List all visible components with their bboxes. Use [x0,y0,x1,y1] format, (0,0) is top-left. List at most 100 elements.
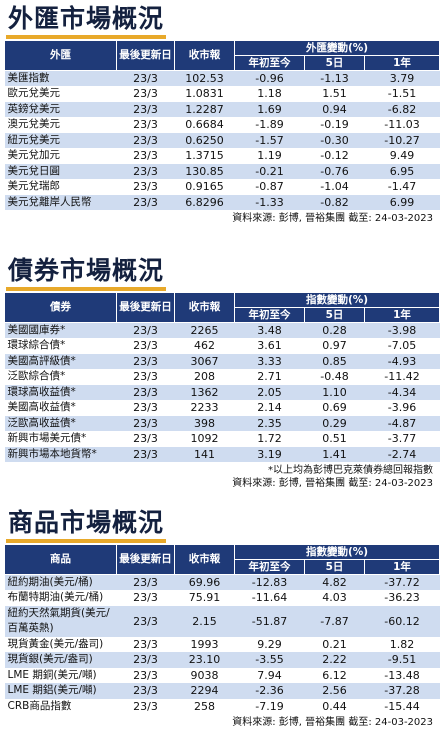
row-ytd: 1.18 [257,87,282,101]
row-ytd: -0.96 [234,70,305,86]
row-5d: 6.12 [322,668,347,682]
row-date: 23/3 [116,683,175,699]
row-price: 3067 [174,353,235,369]
row-5d: 0.51 [322,432,347,446]
row-5d: -0.12 [320,149,349,163]
bond-header-5d: 5日 [304,307,365,323]
table-row: 美國高評級債* 23/3 3067 3.33 0.85 -4.93 [4,353,440,369]
row-date: 23/3 [133,591,158,605]
row-5d: 4.03 [322,591,347,605]
row-1y: 6.95 [364,163,440,179]
row-ytd: -1.33 [234,194,305,210]
row-price: 6.8296 [174,194,235,210]
row-name: 現貨黃金(美元/盎司) [7,637,104,650]
table-row: 新興市場美元債* 23/3 1092 1.72 0.51 -3.77 [5,431,440,447]
row-1y: -1.47 [387,180,417,194]
row-price: 1.0831 [185,87,224,101]
row-5d: 0.69 [322,401,347,415]
row-date: 23/3 [116,163,175,179]
table-row: 美元兌加元 23/3 1.3715 1.19 -0.12 9.49 [5,148,440,164]
table-row: 紐元兌美元 23/3 0.6250 -1.57 -0.30 -10.27 [4,132,440,148]
row-ytd: 9.29 [257,637,282,651]
row-date: 23/3 [116,384,175,400]
row-1y: -4.87 [364,415,440,431]
row-price: 0.9165 [185,180,224,194]
table-row: 美元兌離岸人民幣 23/3 6.8296 -1.33 -0.82 6.99 [4,194,440,210]
row-1y: -2.74 [364,446,440,462]
row-5d: 1.51 [322,87,347,101]
bond-note: *以上均為彭博巴克萊債券總回報指數 [268,465,433,476]
row-5d: 2.22 [304,652,365,668]
row-name: LME 期銅(美元/噸) [7,668,97,681]
fx-header-5d: 5日 [304,55,365,71]
row-name: 現貨銀(美元/盎司) [4,652,117,668]
commodity-header-price: 收市報 [174,544,235,575]
row-ytd: 1.72 [257,432,282,446]
row-name: CRB商品指數 [7,699,72,712]
row-1y: -37.72 [364,574,440,590]
row-ytd: 2.14 [257,401,282,415]
row-name: 歐元兌美元 [7,87,61,100]
row-ytd: 3.19 [234,446,305,462]
row-ytd: 2.05 [234,384,305,400]
row-price: 2233 [190,401,219,415]
table-row: 泛歐綜合債* 23/3 208 2.71 -0.48 -11.42 [5,369,440,385]
row-5d: -0.30 [304,132,365,148]
bond-header-change-group: 指數變動(%) [233,292,441,308]
row-1y: -60.12 [364,605,440,637]
fx-title-wrap: 外匯市場概況 [4,4,439,40]
table-row: 澳元兌美元 23/3 0.6684 -1.89 -0.19 -11.03 [5,117,440,133]
table-row: 新興市場本地貨幣* 23/3 141 3.19 1.41 -2.74 [4,446,440,462]
row-1y: 3.79 [364,70,440,86]
row-name: LME 期鋁(美元/噸) [4,683,117,699]
row-1y: -36.23 [384,591,420,605]
row-ytd: 1.69 [234,101,305,117]
table-row: 泛歐高收益債* 23/3 398 2.35 0.29 -4.87 [4,415,440,431]
row-name: 環球高收益債* [4,384,117,400]
row-name: 環球綜合債* [7,339,66,352]
row-1y: -15.44 [384,699,420,713]
row-5d: 4.82 [304,574,365,590]
row-name: 新興市場美元債* [7,432,87,445]
row-date: 23/3 [133,118,158,132]
bond-header-1y: 1年 [363,307,441,323]
fx-table: 外匯 最後更新日 收市報 外匯變動(%) 年初至今 5日 1年 美匯指數 23/3… [4,40,441,210]
row-date: 23/3 [116,605,175,637]
row-name: 紐約天然氣期貨(美元/百萬英熱) [4,605,117,637]
table-row: 美元兌日圓 23/3 130.85 -0.21 -0.76 6.95 [4,163,440,179]
commodity-title-wrap: 商品市場概況 [4,508,439,544]
commodity-source: 資料來源: 彭博, 晉裕集團 截至: 24-03-2023 [232,717,433,728]
row-5d: 1.10 [304,384,365,400]
fx-header-price: 收市報 [174,40,235,71]
row-1y: -1.51 [387,87,417,101]
row-1y: -3.96 [387,401,417,415]
row-price: 2.15 [174,605,235,637]
row-1y: -4.93 [364,353,440,369]
row-price: 141 [174,446,235,462]
row-name: 美國國庫券* [4,322,117,338]
table-row: 美元兌瑞郎 23/3 0.9165 -0.87 -1.04 -1.47 [5,179,440,195]
row-date: 23/3 [133,432,158,446]
row-ytd: 3.33 [234,353,305,369]
table-row: CRB商品指數 23/3 258 -7.19 0.44 -15.44 [5,699,440,715]
row-name: 美匯指數 [4,70,117,86]
row-name: 美國高收益債* [7,401,76,414]
row-date: 23/3 [133,149,158,163]
row-price: 9038 [190,668,219,682]
row-name: 紐約期油(美元/桶) [4,574,117,590]
table-row: 現貨銀(美元/盎司) 23/3 23.10 -3.55 2.22 -9.51 [4,652,440,668]
fx-title: 外匯市場概況 [6,4,167,39]
commodity-section: 商品市場概況 商品 最後更新日 收市報 指數變動(%) 年初至今 5日 1年 紐… [4,508,441,729]
row-price: 130.85 [174,163,235,179]
row-5d: 0.28 [304,322,365,338]
bond-header-ytd: 年初至今 [234,307,305,323]
row-price: 208 [194,370,215,384]
row-date: 23/3 [116,353,175,369]
row-ytd: -2.36 [234,683,305,699]
row-price: 69.96 [174,574,235,590]
table-row: LME 期銅(美元/噸) 23/3 9038 7.94 6.12 -13.48 [5,668,440,684]
row-ytd: -51.87 [234,605,305,637]
row-name: 美元兌瑞郎 [7,180,61,193]
row-price: 1092 [190,432,219,446]
row-price: 398 [174,415,235,431]
